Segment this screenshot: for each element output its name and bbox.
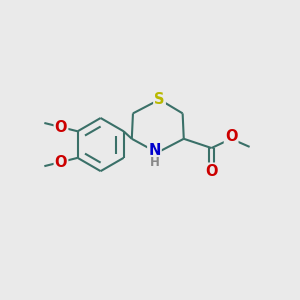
Text: S: S [154,92,165,107]
Text: N: N [148,143,160,158]
Text: H: H [149,156,159,169]
Text: O: O [205,164,218,178]
Text: O: O [55,154,67,169]
Text: O: O [55,120,67,135]
Text: O: O [225,129,237,144]
